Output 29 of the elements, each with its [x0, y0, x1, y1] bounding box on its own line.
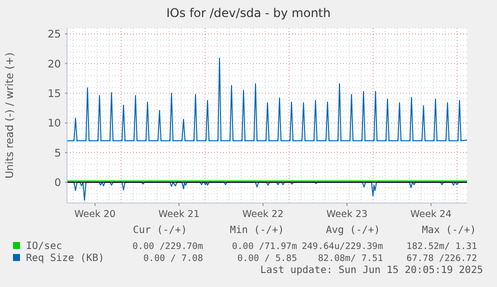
text: Min (-/+) — [230, 225, 284, 236]
legend-label: Req Size (KB) — [26, 253, 104, 264]
x-tick-label: Week 24 — [410, 209, 452, 220]
text: Cur (-/+) — [132, 225, 187, 236]
y-axis-title: Units read (-) / write (+) — [4, 52, 16, 179]
text: Max (-/+) — [422, 225, 476, 236]
y-tick-label: 10 — [48, 118, 61, 130]
x-tick-label: Week 21 — [158, 209, 200, 220]
y-tick-label: 20 — [48, 58, 61, 70]
text: 0.00 /229.70m — [132, 242, 203, 252]
text: 67.78 /226.72 — [406, 254, 477, 264]
text: 182.52m/ 1.31 — [406, 242, 477, 252]
y-tick-label: 5 — [54, 147, 61, 160]
text: 0.00 /71.97m — [232, 242, 297, 252]
line-series — [66, 58, 468, 142]
x-tick-label: Week 22 — [242, 209, 284, 220]
y-tick-label: 0 — [54, 176, 61, 189]
x-tick-label: Week 23 — [326, 209, 368, 220]
chart-title: IOs for /dev/sda - by month — [166, 6, 331, 20]
text: 249.64u/229.39m — [302, 242, 383, 252]
x-tick-label: Week 20 — [74, 209, 116, 220]
y-tick-label: 15 — [48, 88, 61, 100]
text: 82.08m/ 7.51 — [318, 254, 383, 264]
legend-label: IO/sec — [26, 241, 62, 252]
y-tick-label: 25 — [48, 28, 61, 41]
text: 0.00 / 7.08 — [143, 254, 203, 264]
text: 0.00 / 5.85 — [237, 254, 297, 264]
text: Last update: Sun Jun 15 20:05:19 2025 — [260, 265, 483, 276]
text: Avg (-/+) — [326, 225, 380, 236]
